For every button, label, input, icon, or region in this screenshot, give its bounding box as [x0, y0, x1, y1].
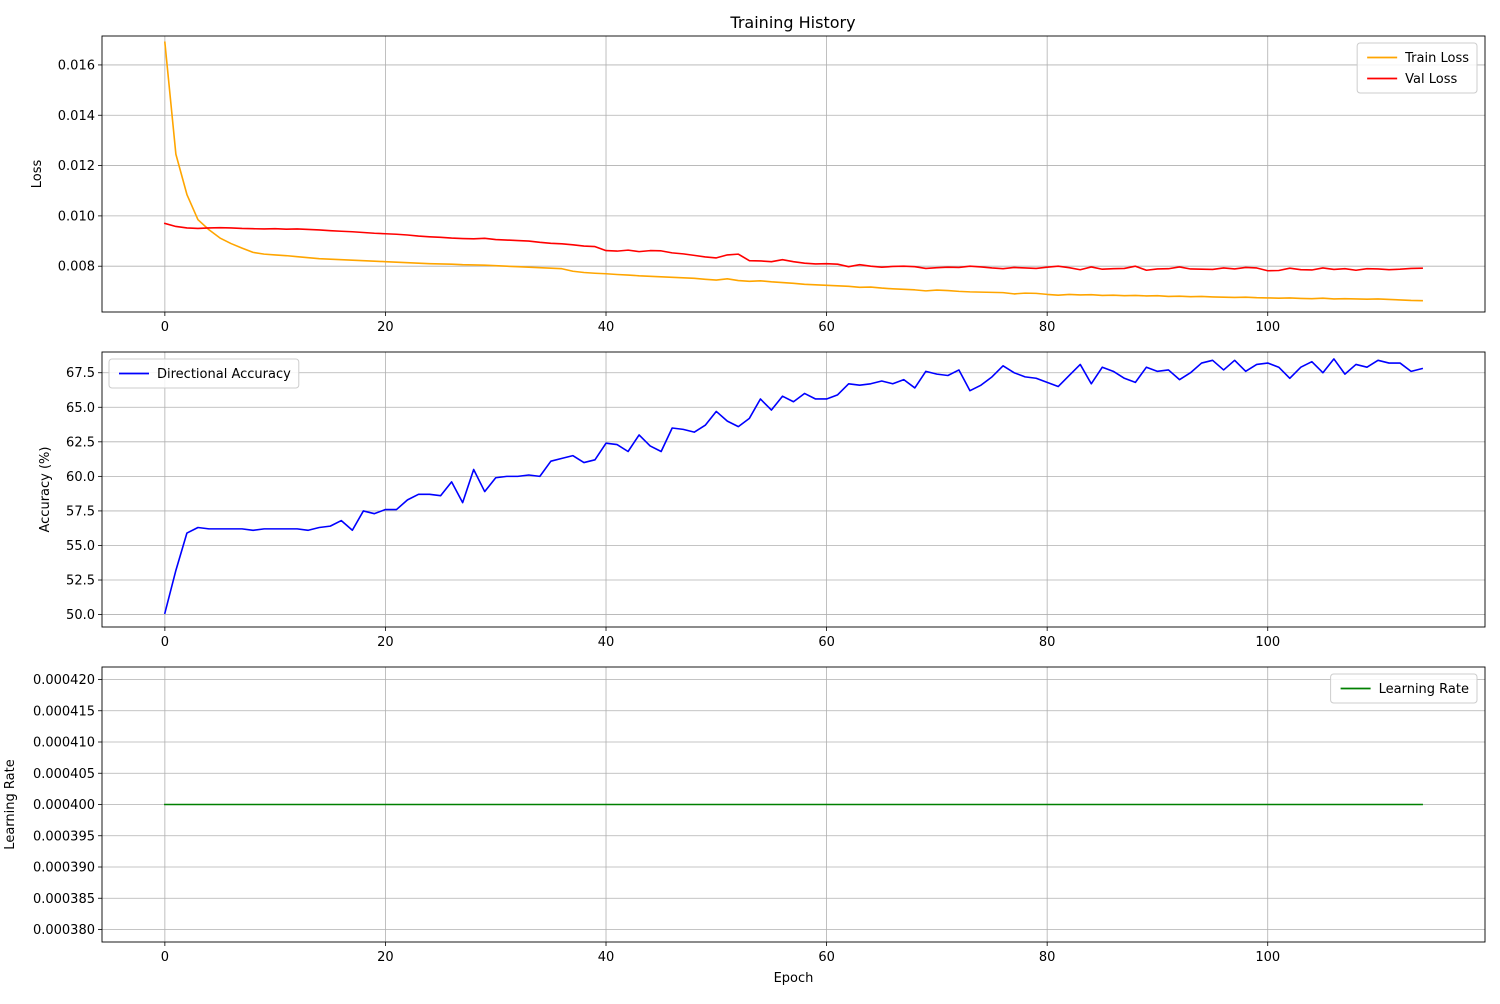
- legend-label: Val Loss: [1405, 72, 1457, 87]
- y-tick-label: 0.000410: [33, 736, 95, 751]
- y-tick-label: 55.0: [66, 539, 95, 554]
- x-tick-label: 80: [1039, 950, 1056, 965]
- y-tick-label: 52.5: [66, 574, 95, 589]
- x-tick-label: 20: [377, 320, 394, 335]
- panel-accuracy: 0 20 40 60 80 100 50.0 52.5 55.0 57.5 60.0 62.5 65.0…: [38, 351, 1486, 650]
- x-tick-label: 0: [161, 950, 169, 965]
- panel-learning-rate: 0 20 40 60 80 100 0.000380 0.000385 0.000390 0.00…: [3, 666, 1486, 986]
- panel-loss: 0 20 40 60 80 100 0.008 0.010 0.012 0.014 0.016 Los…: [30, 35, 1486, 335]
- axes-frame: [101, 351, 1486, 628]
- y-tick-label: 0.000415: [33, 704, 95, 719]
- y-tick-label: 65.0: [66, 401, 95, 416]
- x-tick-label: 80: [1039, 635, 1056, 650]
- axes-frame: [101, 35, 1486, 313]
- y-tick-label: 0.000390: [33, 861, 95, 876]
- y-tick-label: 0.000420: [33, 673, 95, 688]
- legend-box: [108, 358, 300, 389]
- x-tick-label: 100: [1255, 950, 1280, 965]
- x-tick-label: 0: [161, 635, 169, 650]
- x-tick-label: 100: [1255, 320, 1280, 335]
- y-axis-label: Learning Rate: [3, 759, 18, 849]
- y-tick-label: 0.000380: [33, 923, 95, 938]
- y-tick-label: 0.012: [58, 159, 95, 174]
- y-tick-label: 50.0: [66, 608, 95, 623]
- x-tick-label: 40: [598, 320, 615, 335]
- legend-label: Directional Accuracy: [157, 367, 291, 382]
- legend-label: Learning Rate: [1379, 682, 1469, 697]
- y-tick-label: 0.014: [58, 109, 95, 124]
- x-tick-label: 20: [377, 950, 394, 965]
- x-tick-label: 60: [818, 950, 835, 965]
- series-line-directional-accuracy: [163, 358, 1424, 615]
- figure-title: Training History: [729, 13, 855, 32]
- legend: Learning Rate: [1330, 673, 1478, 704]
- y-tick-label: 67.5: [66, 366, 95, 381]
- y-tick-label: 0.000385: [33, 892, 95, 907]
- y-tick-label: 0.016: [58, 58, 95, 73]
- y-tick-label: 0.000395: [33, 829, 95, 844]
- legend: Train Loss Val Loss: [1356, 42, 1478, 94]
- legend: Directional Accuracy: [108, 358, 300, 389]
- x-tick-label: 20: [377, 635, 394, 650]
- x-tick-label: 40: [598, 950, 615, 965]
- y-tick-label: 0.010: [58, 209, 95, 224]
- x-tick-label: 60: [818, 635, 835, 650]
- y-axis-label: Loss: [30, 160, 45, 189]
- y-tick-label: 62.5: [66, 435, 95, 450]
- series-line-val-loss: [163, 222, 1423, 272]
- x-tick-label: 100: [1255, 635, 1280, 650]
- x-axis-label: Epoch: [774, 971, 814, 986]
- x-tick-label: 80: [1039, 320, 1056, 335]
- legend-box: [1356, 42, 1478, 94]
- y-axis-label: Accuracy (%): [38, 447, 53, 533]
- x-tick-label: 40: [598, 635, 615, 650]
- x-tick-label: 60: [818, 320, 835, 335]
- y-tick-label: 0.008: [58, 260, 95, 275]
- y-tick-label: 0.000400: [33, 798, 95, 813]
- legend-label: Train Loss: [1404, 51, 1469, 66]
- x-tick-label: 0: [161, 320, 169, 335]
- y-tick-label: 60.0: [66, 470, 95, 485]
- y-tick-label: 57.5: [66, 504, 95, 519]
- series-line-train-loss: [163, 41, 1423, 302]
- legend-box: [1330, 673, 1478, 704]
- y-tick-label: 0.000405: [33, 767, 95, 782]
